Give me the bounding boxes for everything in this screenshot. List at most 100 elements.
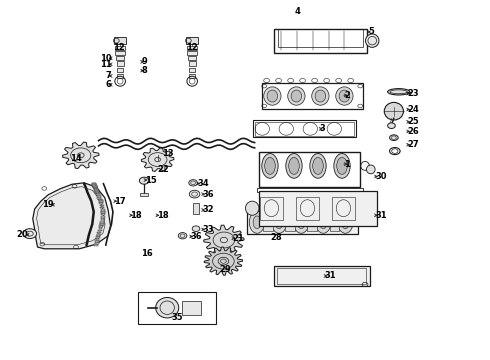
Ellipse shape [310, 153, 326, 178]
Text: 7: 7 [106, 71, 112, 80]
Bar [100, 204, 104, 206]
Ellipse shape [264, 87, 281, 105]
Bar [100, 223, 104, 225]
Bar [274, 266, 370, 286]
Ellipse shape [213, 253, 234, 269]
Bar [285, 221, 295, 231]
Bar [182, 301, 201, 315]
Text: 21: 21 [233, 234, 244, 243]
Text: 14: 14 [70, 154, 82, 163]
Ellipse shape [178, 233, 187, 239]
Text: 24: 24 [407, 105, 419, 114]
Text: 3: 3 [320, 124, 326, 133]
Ellipse shape [71, 148, 91, 163]
Bar [255, 122, 353, 136]
Bar [100, 221, 104, 222]
Text: 18: 18 [157, 211, 168, 220]
Bar [189, 74, 195, 78]
Text: 19: 19 [42, 200, 54, 209]
Bar [99, 202, 103, 204]
Ellipse shape [367, 165, 375, 174]
Bar [95, 240, 99, 242]
Bar [101, 211, 105, 213]
Ellipse shape [139, 177, 149, 184]
Bar [93, 185, 97, 186]
Ellipse shape [388, 89, 410, 95]
Text: 15: 15 [145, 176, 156, 185]
Ellipse shape [316, 211, 331, 233]
Bar [94, 244, 98, 246]
Ellipse shape [334, 153, 350, 178]
Bar [97, 195, 100, 197]
Ellipse shape [275, 216, 283, 229]
Text: 27: 27 [407, 140, 419, 149]
Ellipse shape [289, 157, 299, 174]
Ellipse shape [189, 180, 197, 186]
Text: 31: 31 [325, 271, 336, 280]
Ellipse shape [249, 211, 265, 233]
Text: 6: 6 [106, 80, 112, 89]
Ellipse shape [291, 90, 302, 102]
Text: 8: 8 [141, 66, 147, 75]
Text: 1: 1 [344, 159, 350, 168]
Bar [93, 185, 97, 187]
Bar [101, 211, 105, 213]
Ellipse shape [390, 135, 398, 140]
Text: 36: 36 [190, 232, 202, 241]
Bar [100, 218, 104, 220]
Ellipse shape [294, 211, 309, 233]
Bar [101, 213, 105, 215]
Ellipse shape [267, 90, 278, 102]
Bar [98, 232, 101, 233]
Bar [115, 46, 125, 50]
Bar [96, 193, 100, 195]
Bar [277, 268, 366, 284]
Text: 28: 28 [270, 233, 282, 242]
Bar [95, 192, 99, 193]
Text: 26: 26 [407, 127, 419, 136]
Bar [189, 62, 196, 66]
Bar [259, 152, 360, 187]
Bar [95, 242, 98, 244]
Ellipse shape [213, 232, 235, 248]
Text: 5: 5 [368, 27, 374, 36]
Bar [117, 74, 123, 78]
Bar [99, 200, 103, 202]
Bar [98, 230, 102, 231]
Ellipse shape [148, 153, 167, 166]
Text: 9: 9 [141, 57, 147, 66]
Ellipse shape [338, 211, 353, 233]
Ellipse shape [265, 157, 275, 174]
Bar [92, 183, 96, 184]
Bar [98, 228, 102, 229]
Bar [247, 210, 358, 234]
Bar [95, 190, 98, 192]
Ellipse shape [366, 34, 379, 48]
Bar [117, 68, 123, 72]
Text: 20: 20 [17, 230, 28, 239]
Bar [95, 189, 98, 191]
Polygon shape [33, 183, 111, 249]
Bar [97, 234, 100, 235]
Bar [189, 68, 195, 72]
Bar [115, 51, 125, 55]
Text: 36: 36 [202, 190, 214, 199]
Bar [93, 184, 96, 186]
Ellipse shape [342, 216, 349, 229]
Bar [187, 51, 197, 55]
Text: 4: 4 [295, 6, 301, 15]
Ellipse shape [23, 229, 37, 239]
Bar [186, 37, 198, 44]
Bar [101, 216, 105, 217]
Text: 29: 29 [219, 265, 231, 274]
Text: 34: 34 [197, 179, 209, 188]
Bar [253, 120, 356, 137]
Bar [114, 37, 126, 44]
Bar [274, 29, 368, 53]
Bar [193, 203, 199, 213]
Ellipse shape [245, 201, 259, 215]
Bar [99, 225, 103, 227]
Ellipse shape [297, 216, 305, 229]
Text: 10: 10 [100, 54, 112, 63]
Ellipse shape [220, 237, 227, 243]
